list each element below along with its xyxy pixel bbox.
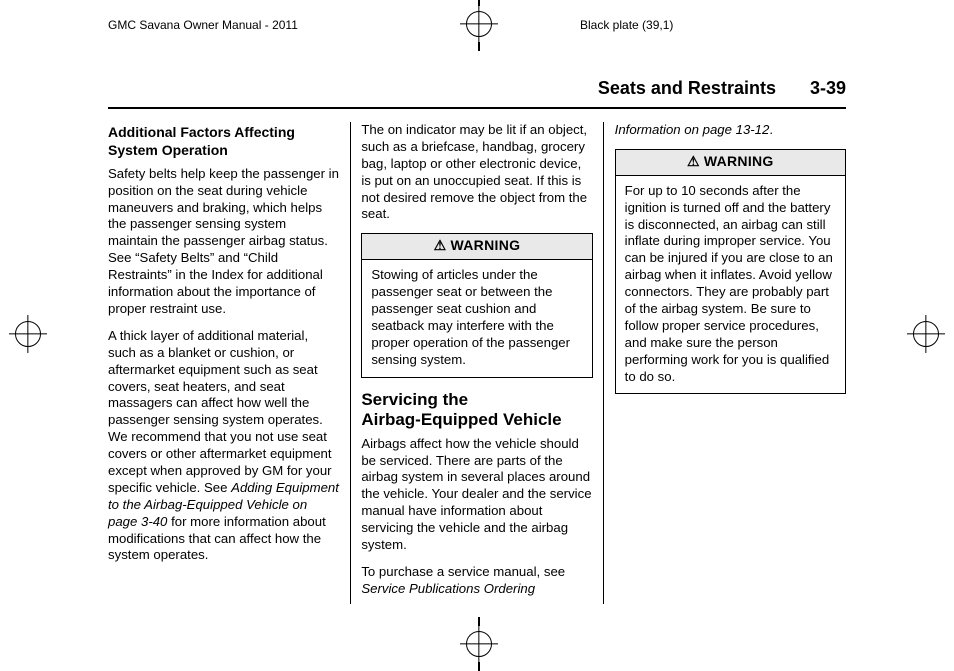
header-rule (108, 107, 846, 109)
paragraph: Safety belts help keep the passenger in … (108, 166, 339, 318)
running-header: Seats and Restraints 3-39 (108, 78, 846, 109)
page-number: 3-39 (810, 78, 846, 99)
warning-box: ⚠WARNING For up to 10 seconds after the … (615, 149, 846, 395)
page: GMC Savana Owner Manual - 2011 Black pla… (0, 0, 954, 668)
registration-mark-bottom (460, 625, 498, 663)
subheading-additional-factors: Additional Factors Affecting System Oper… (108, 124, 339, 160)
registration-mark-top (460, 5, 498, 43)
warning-body: Stowing of articles under the passenger … (362, 260, 591, 376)
meta-top-left: GMC Savana Owner Manual - 2011 (108, 18, 298, 32)
warning-icon: ⚠ (687, 153, 700, 171)
content-columns: Additional Factors Affecting System Oper… (108, 122, 846, 604)
warning-body: For up to 10 seconds after the ignition … (616, 176, 845, 394)
meta-top-right: Black plate (39,1) (580, 18, 673, 32)
paragraph: A thick layer of additional material, su… (108, 328, 339, 564)
warning-label: WARNING (704, 153, 774, 169)
heading-servicing: Servicing the Airbag-Equipped Vehicle (361, 390, 592, 430)
warning-header: ⚠WARNING (362, 234, 591, 260)
warning-label: WARNING (451, 237, 521, 253)
registration-mark-right (907, 315, 945, 353)
registration-mark-left (9, 315, 47, 353)
paragraph: Airbags affect how the vehicle should be… (361, 436, 592, 554)
paragraph: The on indicator may be lit if an object… (361, 122, 592, 223)
section-title: Seats and Restraints (598, 78, 776, 99)
warning-icon: ⚠ (434, 237, 447, 255)
warning-header: ⚠WARNING (616, 150, 845, 176)
warning-box: ⚠WARNING Stowing of articles under the p… (361, 233, 592, 377)
